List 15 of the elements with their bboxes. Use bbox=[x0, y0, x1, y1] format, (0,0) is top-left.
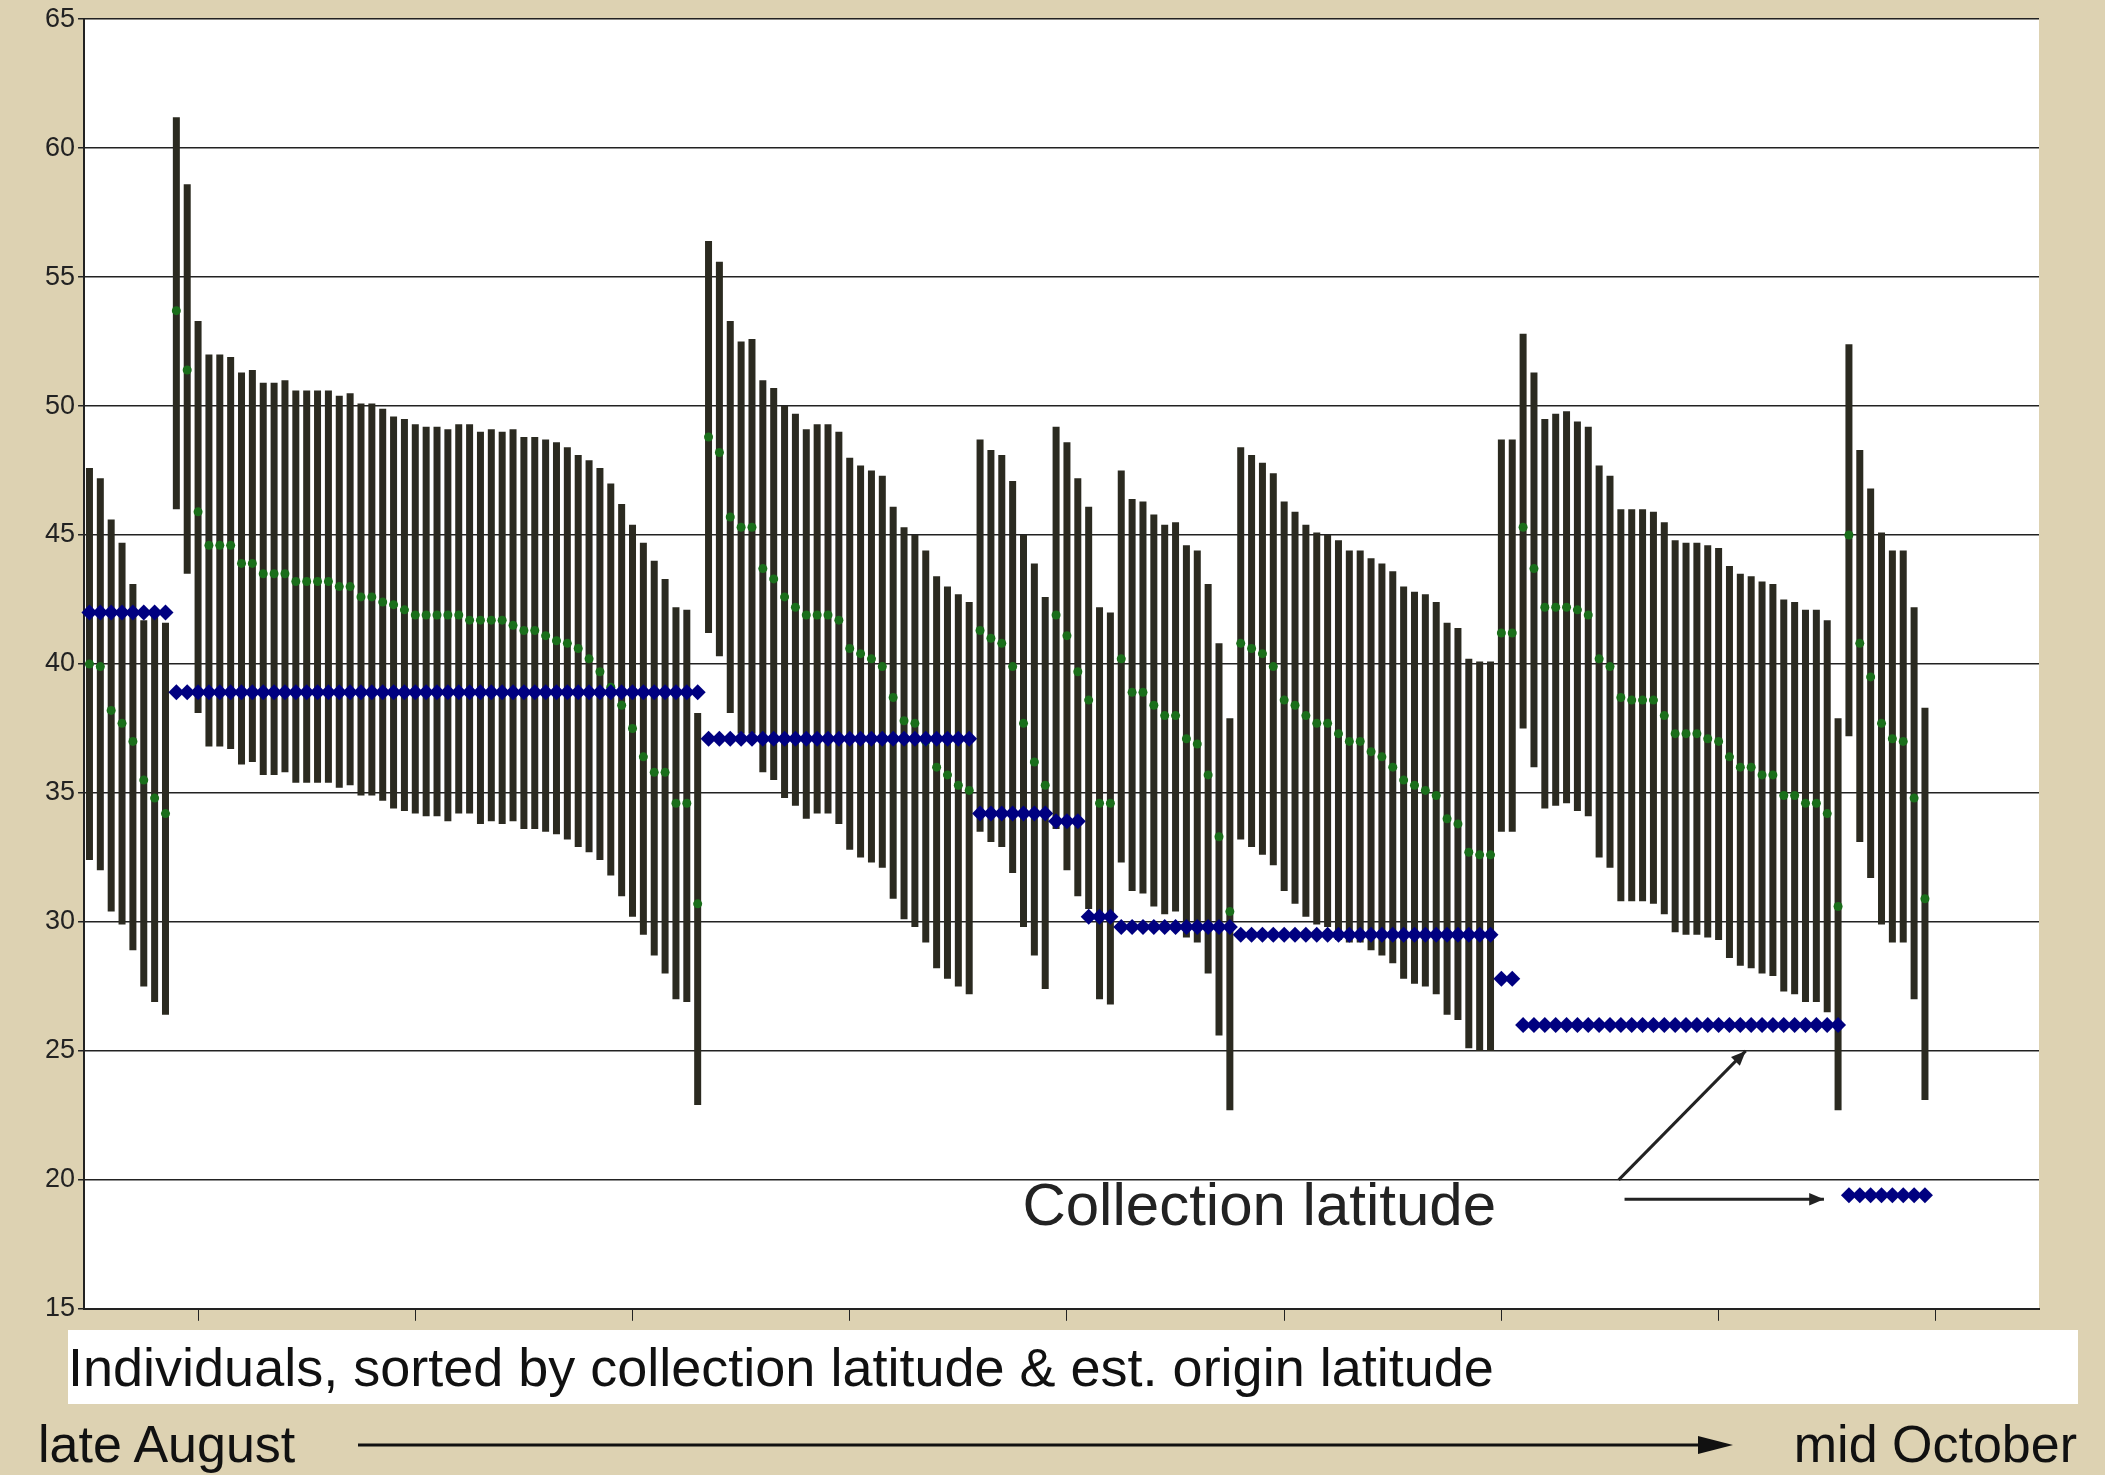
text: late August bbox=[38, 1414, 296, 1474]
text: mid October bbox=[1793, 1414, 2077, 1474]
y-tick-label: 35 bbox=[44, 776, 76, 807]
y-tick-label: 60 bbox=[44, 131, 76, 162]
y-tick-label: 15 bbox=[44, 1292, 76, 1323]
text: Collection latitude bbox=[1022, 1170, 1497, 1238]
y-tick-label: 45 bbox=[44, 518, 76, 549]
y-tick-label: 40 bbox=[44, 647, 76, 678]
y-tick-label: 25 bbox=[44, 1034, 76, 1065]
y-tick-label: 50 bbox=[44, 389, 76, 420]
y-tick-label: 65 bbox=[44, 2, 76, 33]
y-tick-label: 30 bbox=[44, 905, 76, 936]
y-tick-label: 55 bbox=[44, 260, 76, 291]
y-tick-label: 20 bbox=[44, 1163, 76, 1194]
x-axis-title: Individuals, sorted by collection latitude & est. origin latitude bbox=[68, 1330, 2078, 1404]
